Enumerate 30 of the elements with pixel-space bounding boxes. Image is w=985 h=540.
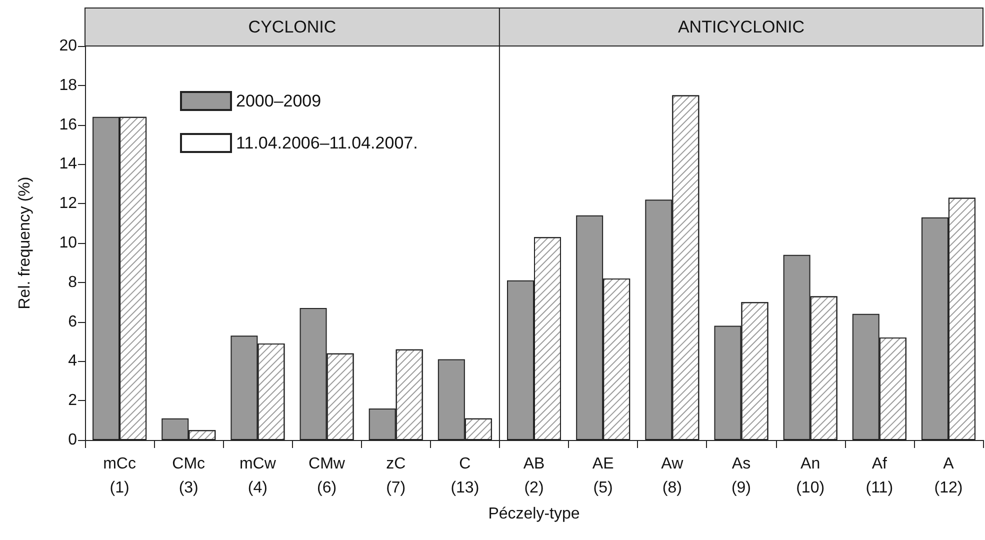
y-tick-label: 6 bbox=[68, 313, 78, 330]
y-tick-label: 2 bbox=[68, 392, 78, 410]
x-tick-label: zC (7) bbox=[386, 456, 406, 496]
legend-label: 2000–2009 bbox=[236, 92, 322, 110]
x-tick-label: mCw (4) bbox=[239, 456, 276, 496]
x-tick-label: CMw (6) bbox=[308, 456, 346, 496]
y-tick-label: 12 bbox=[59, 195, 78, 212]
x-tick-label: Af (11) bbox=[866, 456, 894, 496]
y-tick-label: 4 bbox=[68, 352, 78, 370]
x-tick-label: AE (5) bbox=[592, 456, 614, 496]
x-tick-label: As (9) bbox=[731, 456, 752, 496]
y-tick-label: 8 bbox=[68, 274, 78, 291]
y-axis-title: Rel. frequency (%) bbox=[16, 176, 34, 310]
text: ANTICYCLONIC bbox=[678, 18, 805, 36]
y-tick-label: 14 bbox=[59, 156, 78, 173]
x-tick-label: AB (2) bbox=[523, 456, 545, 496]
x-tick-label: mCc (1) bbox=[103, 456, 136, 496]
x-tick-label: Aw (8) bbox=[661, 456, 684, 496]
y-tick-label: 16 bbox=[59, 116, 78, 134]
x-tick-label: An (10) bbox=[796, 456, 825, 496]
y-tick-label: 20 bbox=[59, 38, 78, 54]
x-tick-label: C (13) bbox=[450, 456, 480, 496]
text: CYCLONIC bbox=[248, 18, 336, 36]
y-tick-label: 18 bbox=[59, 76, 78, 94]
x-tick-label: CMc (3) bbox=[172, 456, 206, 496]
x-axis-title: Péczely-type bbox=[488, 506, 580, 522]
y-tick-label: 10 bbox=[59, 234, 78, 252]
legend-label: 11.04.2006–11.04.2007. bbox=[236, 134, 418, 152]
x-tick-label: A (12) bbox=[934, 456, 963, 496]
y-tick-label: 0 bbox=[68, 432, 78, 448]
